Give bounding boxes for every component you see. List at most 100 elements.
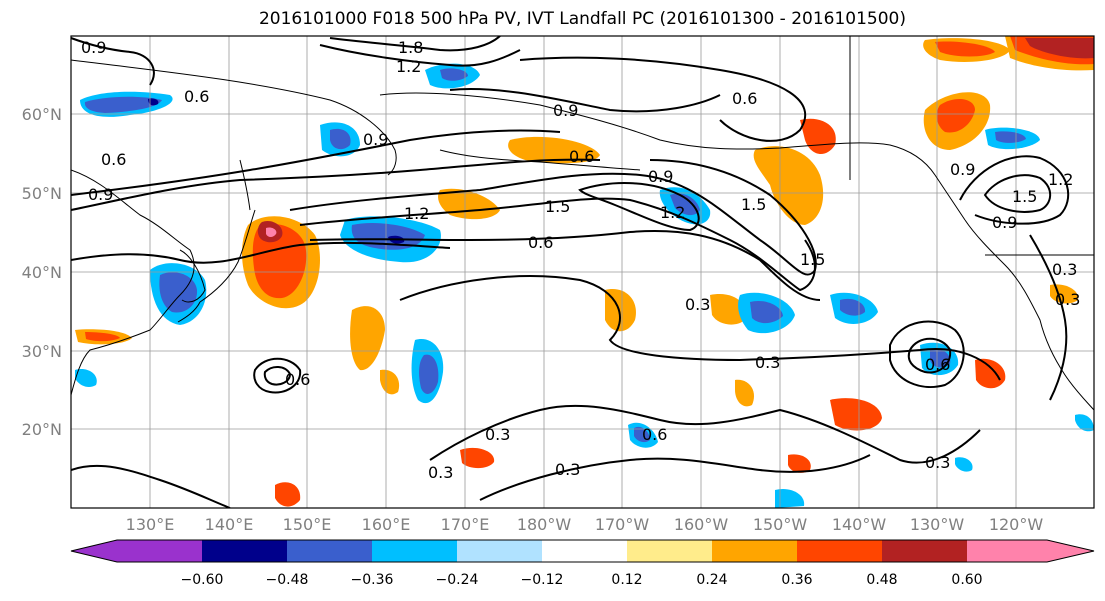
contour-jet-inner (578, 182, 700, 232)
contour-circle-west (253, 357, 302, 394)
contour-label: 1.2 (396, 57, 421, 76)
lon-label: 150°E (282, 515, 332, 534)
contour-label: 1.8 (398, 38, 423, 57)
contour-ne-high-inner (983, 174, 1052, 213)
map-frame (70, 35, 1095, 509)
anomaly-nw-blue-core (84, 96, 162, 113)
anomaly-okh-blue-core (440, 68, 468, 81)
contour-0.6-north (71, 158, 601, 211)
contour-jet-1 (289, 159, 817, 276)
contour-label: 1.2 (404, 204, 429, 223)
contour-label: 1.5 (800, 250, 825, 269)
anomaly-nw-blue-peak (148, 98, 159, 106)
anomaly-sw-orange (380, 369, 400, 395)
colorbar-tick-label: −0.12 (520, 572, 564, 588)
contour-label: 1.2 (660, 203, 685, 222)
lon-label: 160°W (673, 515, 729, 534)
contour-label: 0.6 (569, 147, 594, 166)
anomaly-ne-dark (1025, 38, 1094, 59)
anomaly-mid-orange3 (710, 294, 746, 325)
anomaly-low-blue1 (775, 488, 805, 508)
coastline-na-west (964, 219, 1094, 411)
colorbar-outline (70, 539, 1095, 563)
anomaly-west-blue (75, 369, 97, 388)
colorbar-tick-label: 0.60 (951, 572, 983, 588)
colorbar (70, 539, 1095, 563)
coastlines (71, 36, 1094, 411)
lat-label: 20°N (21, 420, 62, 439)
anomaly-sub-red5 (275, 482, 301, 507)
lon-label: 160°E (361, 515, 411, 534)
contour-label: 0.3 (685, 295, 710, 314)
contour-top-0.6 (519, 56, 807, 142)
colorbar-tick-label: 0.48 (866, 572, 898, 588)
map-title: 2016101000 F018 500 hPa PV, IVT Landfall… (258, 9, 906, 29)
contour-jet-2 (299, 197, 816, 292)
contour-jet-3 (309, 229, 821, 301)
contour-nw-top (71, 37, 155, 86)
anomaly-low-blue2 (955, 457, 973, 472)
anomaly-bering-orange (508, 136, 600, 164)
anomaly-low-blue3 (1075, 414, 1094, 432)
colorbar-tick-label: −0.24 (435, 572, 479, 588)
contour-label: 0.9 (648, 167, 673, 186)
contour-circle-east (889, 320, 965, 388)
contour-label: 0.9 (992, 213, 1017, 232)
anomaly-lower-orange (735, 379, 755, 407)
contour-label: 0.9 (553, 101, 578, 120)
contour-label: 0.6 (285, 370, 310, 389)
anomaly-mid-orange1 (350, 306, 385, 371)
colorbar-tick-label: 0.36 (781, 572, 813, 588)
colorbar-bin (117, 540, 202, 562)
lon-label: 180°W (516, 515, 572, 534)
lat-label: 50°N (21, 184, 62, 203)
contour-circle-west-inner (263, 366, 292, 386)
contour-label: 0.3 (925, 453, 950, 472)
contour-label: 1.5 (741, 195, 766, 214)
contour-sw-bottom (71, 464, 231, 508)
colorbar-tick-label: −0.48 (265, 572, 309, 588)
contour-label: 0.9 (81, 38, 106, 57)
gridlines (71, 36, 1094, 508)
contour-right-0.3 (1029, 234, 1068, 401)
contour-label: 0.6 (101, 150, 126, 169)
contour-label: 0.9 (363, 130, 388, 149)
lon-label: 120°W (988, 515, 1044, 534)
contour-label: 0.9 (950, 160, 975, 179)
contour-0.3-mid (399, 275, 1001, 381)
anomaly-sub-red4 (788, 454, 811, 473)
contour-label: 1.5 (1012, 187, 1037, 206)
pv-contours (71, 36, 1070, 508)
contour-label: 0.9 (88, 185, 113, 204)
colorbar-extend-high (1047, 540, 1094, 562)
anomaly-kam-blue-core (330, 128, 351, 150)
colorbar-bin (882, 540, 967, 562)
anomaly-sub-red1 (830, 398, 882, 431)
contour-label: 0.6 (925, 355, 950, 374)
contour-top-1.2 (319, 44, 521, 67)
anomaly-sub-blue3-core (634, 426, 650, 443)
colorbar-bin (712, 540, 797, 562)
anomaly-jet-blue-core (670, 193, 700, 216)
contour-circle-east-inner (907, 337, 952, 374)
coastline-sakhalin (239, 159, 251, 211)
lat-label: 40°N (21, 263, 62, 282)
colorbar-bin (457, 540, 542, 562)
contour-label: 1.2 (1048, 170, 1073, 189)
lon-label: 130°E (125, 515, 175, 534)
anomaly-sub-red3 (460, 447, 495, 469)
contour-0.6-mid (71, 241, 451, 264)
contour-label: 0.3 (485, 425, 510, 444)
contour-top-0.9 (449, 88, 721, 113)
lon-label: 140°E (204, 515, 254, 534)
colorbar-tick-label: −0.60 (180, 572, 224, 588)
lon-label: 130°W (909, 515, 965, 534)
anomaly-goa-orange (753, 146, 824, 225)
contour-label-layer: 0.9 1.8 1.2 0.6 0.9 0.6 0.9 0.6 0.9 0.6 … (81, 38, 1080, 482)
coastline-kamchatka (71, 59, 397, 176)
contour-label: 0.6 (732, 89, 757, 108)
anomaly-sub-blue2-core (930, 348, 951, 368)
contour-label: 0.3 (428, 463, 453, 482)
anomaly-ne-orange2-core (935, 41, 995, 57)
